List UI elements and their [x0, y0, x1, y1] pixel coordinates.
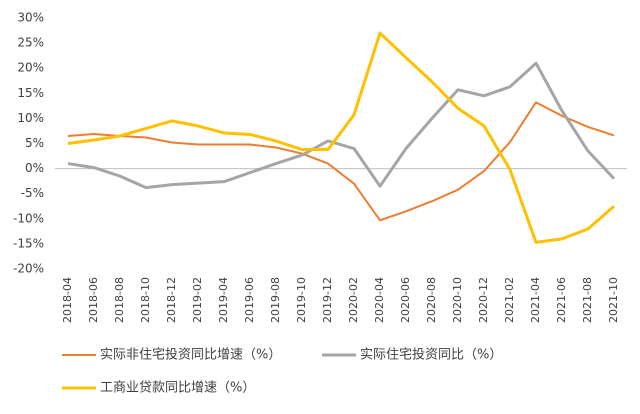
- x-tick-label: 2021-08: [581, 277, 594, 323]
- x-tick-label: 2020-12: [477, 277, 490, 323]
- x-tick-label: 2019-12: [321, 277, 334, 323]
- x-tick-label: 2018-06: [87, 277, 100, 323]
- x-tick-label: 2020-04: [373, 277, 386, 323]
- y-tick-label: 15%: [17, 86, 44, 100]
- series-line: [67, 61, 616, 190]
- x-tick-label: 2019-02: [191, 277, 204, 323]
- y-tick-label: 10%: [17, 111, 44, 125]
- legend-label: 工商业贷款同比增速（%）: [100, 381, 255, 396]
- y-tick-label: 0%: [25, 161, 44, 175]
- x-tick-label: 2020-02: [347, 277, 360, 323]
- legend-label: 实际住宅投资同比（%）: [360, 347, 502, 363]
- x-tick-label: 2020-10: [451, 277, 464, 323]
- x-tick-label: 2019-06: [243, 277, 256, 323]
- x-tick-label: 2021-10: [607, 277, 620, 323]
- x-tick-label: 2019-08: [269, 277, 282, 323]
- x-tick-label: 2021-06: [555, 277, 568, 323]
- y-tick-label: 30%: [17, 11, 44, 25]
- x-tick-label: 2019-10: [295, 277, 308, 323]
- y-tick-label: -10%: [13, 211, 44, 225]
- y-tick-label: -15%: [13, 236, 44, 250]
- y-tick-label: 5%: [25, 136, 44, 150]
- x-tick-label: 2020-08: [425, 277, 438, 323]
- x-tick-label: 2018-12: [165, 277, 178, 323]
- x-tick-label: 2021-04: [529, 277, 542, 323]
- series-line: [67, 101, 615, 222]
- x-tick-label: 2018-10: [139, 277, 152, 323]
- y-tick-label: 20%: [17, 61, 44, 75]
- x-tick-label: 2019-04: [217, 277, 230, 323]
- x-tick-label: 2018-08: [113, 277, 126, 323]
- y-tick-label: -20%: [13, 262, 44, 276]
- x-tick-label: 2020-06: [399, 277, 412, 323]
- y-tick-label: -5%: [21, 186, 44, 200]
- x-tick-label: 2021-02: [503, 277, 516, 323]
- x-tick-label: 2018-04: [61, 277, 74, 323]
- legend-label: 实际非住宅投资同比增速（%）: [100, 347, 281, 363]
- y-tick-label: 25%: [17, 36, 44, 50]
- series-line: [67, 31, 615, 244]
